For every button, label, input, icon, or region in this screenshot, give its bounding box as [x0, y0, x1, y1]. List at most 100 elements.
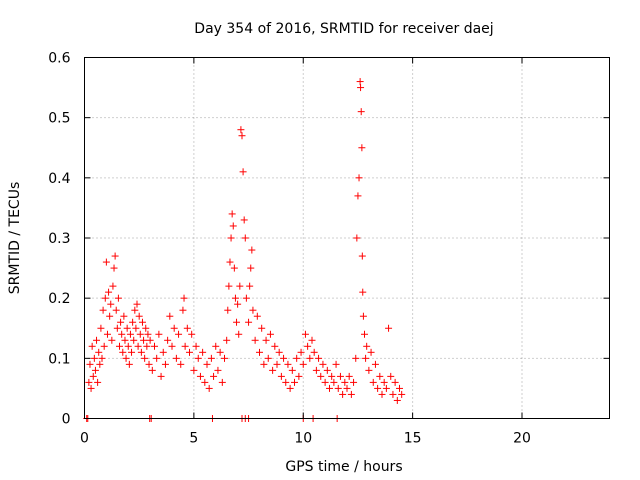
data-point: [378, 390, 386, 398]
data-point: [238, 132, 246, 140]
data-point: [121, 336, 129, 344]
data-point: [236, 282, 244, 290]
y-tick-label: 0.2: [48, 291, 70, 307]
data-point: [196, 372, 204, 380]
data-point: [183, 324, 191, 332]
data-point: [166, 312, 174, 320]
data-point: [339, 390, 347, 398]
x-axis-label: GPS time / hours: [285, 459, 402, 475]
data-point: [207, 354, 215, 362]
data-point: [227, 234, 235, 242]
data-point: [214, 366, 222, 374]
data-point: [282, 378, 290, 386]
data-point: [345, 372, 353, 380]
data-point: [347, 390, 355, 398]
data-point: [91, 366, 99, 374]
data-point: [356, 78, 364, 86]
grid-lines: [84, 57, 610, 419]
data-point: [241, 234, 249, 242]
data-point: [239, 168, 247, 176]
data-point: [315, 354, 323, 362]
data-point: [262, 336, 270, 344]
data-point: [374, 384, 382, 392]
data-point: [223, 336, 231, 344]
data-point: [90, 354, 98, 362]
data-point: [280, 354, 288, 362]
data-point: [343, 384, 351, 392]
data-point: [144, 330, 152, 338]
data-point: [168, 342, 176, 350]
y-tick-label: 0.6: [48, 51, 70, 67]
data-point: [266, 330, 274, 338]
data-point: [228, 210, 236, 218]
data-point: [138, 318, 146, 326]
data-point: [181, 342, 189, 350]
data-point: [128, 348, 136, 356]
data-point: [120, 312, 128, 320]
data-point: [245, 318, 253, 326]
data-point: [247, 264, 255, 272]
data-point: [258, 324, 266, 332]
data-point: [94, 378, 102, 386]
data-point: [224, 306, 232, 314]
data-points: [83, 78, 406, 422]
data-point: [357, 84, 365, 92]
data-point: [140, 336, 148, 344]
data-point: [358, 252, 366, 260]
data-point: [199, 348, 207, 356]
data-point: [336, 372, 344, 380]
data-point: [234, 300, 242, 308]
data-point: [260, 360, 268, 368]
data-point: [132, 324, 140, 332]
data-point: [157, 372, 165, 380]
data-point: [249, 306, 257, 314]
data-point: [237, 126, 245, 134]
data-point: [201, 378, 209, 386]
data-point: [251, 336, 259, 344]
data-point: [175, 330, 183, 338]
y-tick-label: 0.5: [48, 111, 70, 127]
data-point: [88, 342, 96, 350]
data-point: [365, 366, 373, 374]
data-point: [271, 342, 279, 350]
data-point: [164, 336, 172, 344]
data-point: [225, 282, 233, 290]
data-point: [194, 354, 202, 362]
data-point: [186, 348, 193, 356]
data-point: [362, 354, 370, 362]
data-point: [319, 360, 327, 368]
data-point: [216, 348, 224, 356]
data-point: [97, 324, 105, 332]
data-point: [102, 258, 110, 266]
data-point: [235, 330, 243, 338]
chart-title: Day 354 of 2016, SRMTID for receiver dae…: [194, 21, 493, 37]
data-point: [96, 360, 104, 368]
data-point: [126, 330, 134, 338]
y-tick-label: 0.3: [48, 231, 70, 247]
data-point: [105, 288, 113, 296]
data-point: [159, 348, 167, 356]
data-point: [352, 354, 360, 362]
data-point: [354, 192, 362, 200]
data-point: [117, 318, 125, 326]
data-point: [114, 294, 122, 302]
data-point: [85, 378, 93, 386]
data-point: [350, 378, 358, 386]
x-tick-label: 15: [404, 431, 422, 447]
data-point: [353, 234, 361, 242]
data-point: [306, 354, 314, 362]
data-point: [358, 144, 366, 152]
data-point: [110, 264, 118, 272]
data-point: [359, 312, 367, 320]
data-point: [240, 216, 248, 224]
data-point: [134, 342, 142, 350]
data-point: [87, 384, 95, 392]
axis-ticks: [84, 57, 610, 419]
data-point: [288, 366, 296, 374]
data-point: [371, 360, 379, 368]
data-point: [148, 366, 156, 374]
data-point: [242, 294, 250, 302]
data-point: [391, 378, 399, 386]
data-point: [308, 336, 316, 344]
data-point: [100, 342, 108, 350]
